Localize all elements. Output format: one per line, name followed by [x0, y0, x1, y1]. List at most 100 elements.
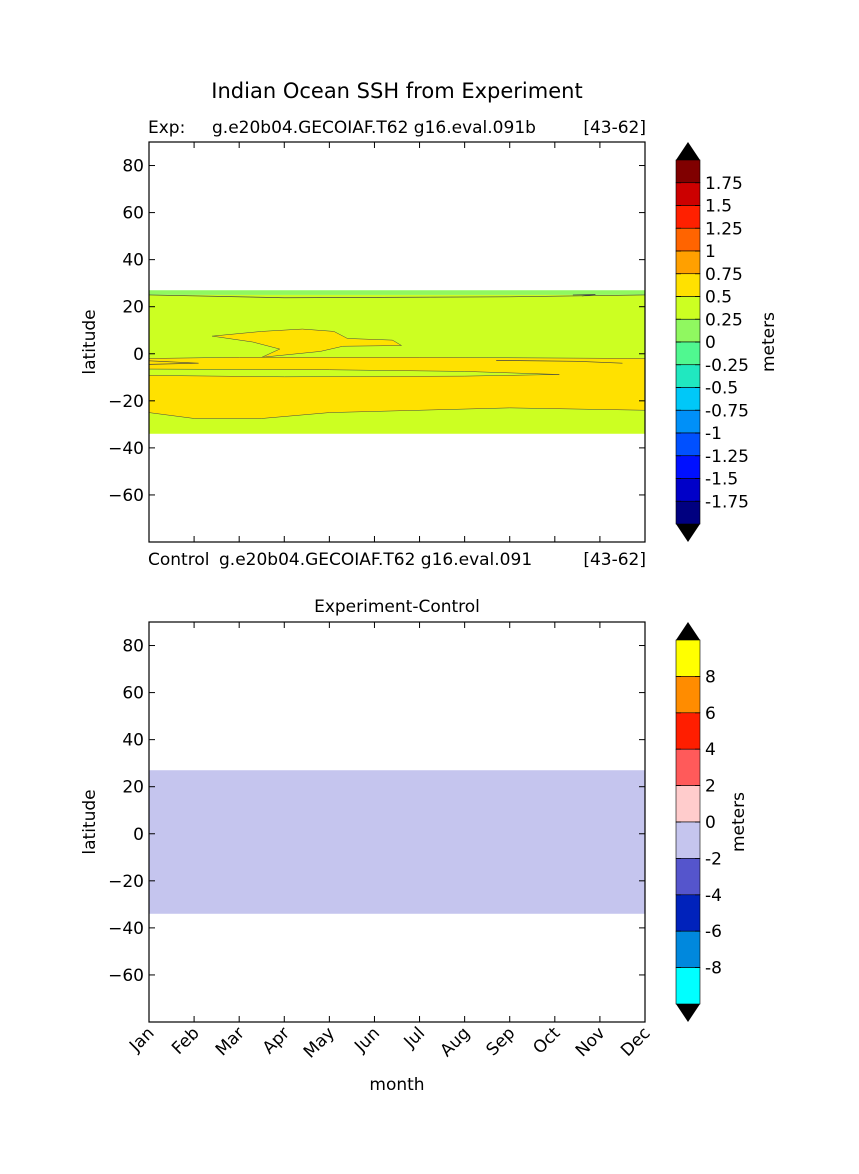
figure-title: Indian Ocean SSH from Experiment — [211, 79, 582, 103]
colorbar-segment — [675, 341, 701, 366]
y-tick-label: −20 — [108, 872, 144, 892]
experiment-plot: 80 60 40 20 0 −20 −40 −60 latitude — [80, 141, 646, 543]
colorbar-tick-label: -8 — [705, 959, 722, 979]
month-tick-label: Jun — [350, 1023, 384, 1057]
y-tick-label: 60 — [122, 684, 144, 704]
month-tick-label: May — [300, 1023, 339, 1062]
control-label: Control — [148, 550, 209, 570]
colorbar-tick-label: 0.75 — [705, 265, 743, 285]
colorbar-tick-label: 1.75 — [705, 174, 743, 194]
y-tick-label: 60 — [122, 204, 144, 224]
ssh-colorbar: 1.75 1.51.25 1 0.75 0.50.25 0 -0.25 -0.5-0.75 -1… — [675, 142, 749, 542]
y-tick-label: 40 — [122, 731, 144, 751]
y-tick-label: −60 — [108, 486, 144, 506]
colorbar-tick-label: 1.25 — [705, 219, 743, 239]
colorbar-segment — [675, 930, 701, 968]
colorbar-tick-label: -1 — [705, 424, 722, 444]
contour-line — [148, 294, 646, 299]
month-tick-label: Aug — [437, 1023, 475, 1061]
colorbar-tick-label: -0.5 — [705, 379, 738, 399]
colorbar-segment — [675, 639, 701, 677]
y-tick-label: −20 — [108, 392, 144, 412]
colorbar-segment — [675, 159, 701, 184]
colorbar-segment — [675, 676, 701, 714]
y-tick-label: −60 — [108, 966, 144, 986]
colorbar-tick-label: -0.75 — [705, 401, 749, 421]
colorbar-tick-label: 0.5 — [705, 288, 732, 308]
month-tick-label: Sep — [482, 1023, 519, 1060]
colorbar-extend-min — [676, 1004, 700, 1022]
y-tick-label: −40 — [108, 439, 144, 459]
colorbar-tick-label: 6 — [705, 704, 716, 724]
contour-region — [212, 328, 403, 358]
y-tick-label: 40 — [122, 251, 144, 271]
colorbar-segment — [675, 250, 701, 275]
colorbar-tick-label: 1.5 — [705, 197, 732, 217]
y-tick-label: 20 — [122, 778, 144, 798]
colorbar-tick-label: 4 — [705, 740, 716, 760]
y-tick-label: 20 — [122, 298, 144, 318]
difference-plot: 80 60 40 20 0 −20 −40 −60 latitude — [80, 621, 646, 1023]
contour-region — [148, 368, 560, 378]
y-axis-ticks: 80 60 40 20 0 −20 −40 −60 — [108, 157, 645, 506]
month-tick-label: Apr — [259, 1023, 294, 1058]
x-axis-ticks — [148, 142, 646, 542]
y-axis-label: latitude — [80, 309, 100, 374]
exp-case-name: g.e20b04.GECOIAF.T62 g16.eval.091b — [212, 118, 536, 138]
colorbar-segment — [675, 894, 701, 932]
colorbar-label: meters — [729, 792, 749, 852]
colorbar-segment — [675, 409, 701, 434]
colorbar-tick-label: 0.25 — [705, 310, 743, 330]
y-tick-label: 80 — [122, 157, 144, 177]
control-year-range: [43-62] — [583, 550, 646, 570]
colorbar-segment — [675, 858, 701, 896]
plot-frame — [148, 141, 646, 543]
month-tick-label: Jan — [125, 1023, 158, 1056]
colorbar-tick-label: -4 — [705, 886, 722, 906]
difference-title: Experiment-Control — [314, 597, 480, 617]
contour-region — [149, 770, 645, 914]
colorbar-segment — [675, 478, 701, 502]
plot-frame — [148, 621, 646, 1023]
colorbar-segment — [675, 712, 701, 750]
contour-lines — [148, 294, 646, 365]
exp-year-range: [43-62] — [583, 118, 646, 138]
month-tick-labels: Jan Feb Mar Apr May Jun Jul Aug Sep Oct Nov Dec — [125, 1023, 654, 1062]
colorbar-segment — [675, 227, 701, 252]
colorbar-tick-label: -1.25 — [705, 447, 749, 467]
colorbar-segment — [675, 500, 701, 525]
x-axis-ticks — [148, 622, 646, 1022]
colorbar-extend-max — [676, 622, 700, 640]
contour-line — [496, 360, 623, 364]
colorbar-tick-label: -2 — [705, 849, 722, 869]
colorbar-label: meters — [759, 312, 779, 372]
y-axis-ticks: 80 60 40 20 0 −20 −40 −60 — [108, 637, 645, 986]
colorbar-segment — [675, 967, 701, 1005]
colorbar-tick-label: -1.75 — [705, 492, 749, 512]
colorbar-segment — [675, 785, 701, 823]
colorbar-tick-label: 0 — [705, 333, 716, 353]
colorbar-tick-label: -1.5 — [705, 470, 738, 490]
difference-filled-contours — [149, 770, 645, 914]
x-axis-label: month — [369, 1075, 424, 1095]
colorbar-tick-label: 8 — [705, 667, 716, 687]
month-tick-label: Oct — [529, 1023, 564, 1058]
colorbar-extend-min — [676, 524, 700, 542]
colorbar-extend-max — [676, 142, 700, 160]
colorbar-segment — [675, 821, 701, 859]
colorbar-segment — [675, 182, 701, 206]
colorbar-tick-label: 1 — [705, 242, 716, 262]
colorbar-tick-label: 0 — [705, 813, 716, 833]
month-tick-label: Jul — [400, 1023, 429, 1052]
y-tick-label: 0 — [133, 825, 144, 845]
month-tick-label: Nov — [572, 1023, 610, 1061]
colorbar-tick-label: -6 — [705, 922, 722, 942]
ssh-filled-contours — [148, 290, 646, 434]
contour-line — [148, 360, 199, 365]
y-tick-label: 80 — [122, 637, 144, 657]
colorbar-segment — [675, 432, 701, 457]
colorbar-segment — [675, 748, 701, 786]
y-axis-label: latitude — [80, 789, 100, 854]
month-tick-label: Mar — [212, 1023, 249, 1060]
